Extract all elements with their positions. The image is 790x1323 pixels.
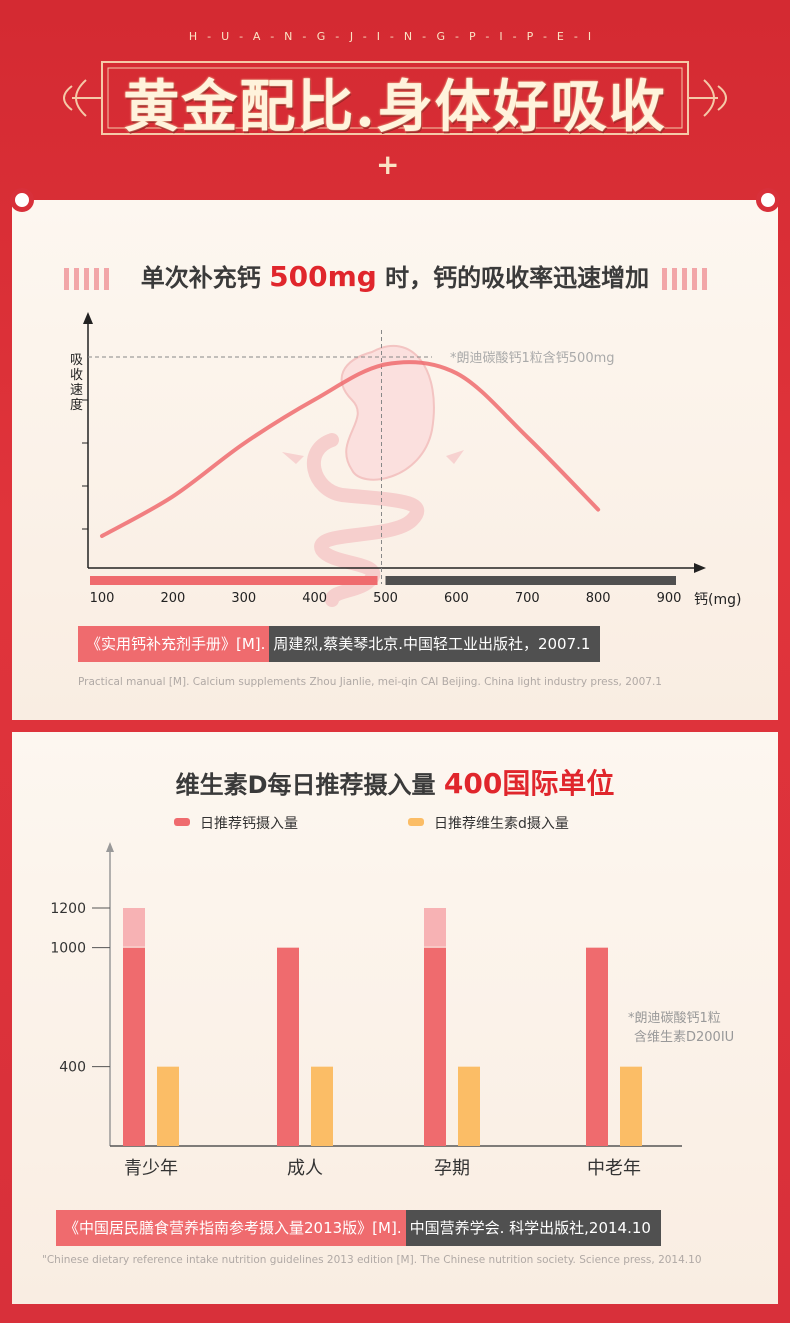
source2-title: 《中国居民膳食营养指南参考摄入量2013版》[M]. <box>56 1210 406 1246</box>
bar-calcium-high <box>424 908 446 947</box>
legend-swatch-0 <box>174 818 190 826</box>
source1-english: Practical manual [M]. Calcium supplement… <box>78 676 662 688</box>
section1-heading: 单次补充钙 500mg 时，钙的吸收率迅速增加 <box>140 260 650 293</box>
bar-vitamin-d <box>311 1066 333 1146</box>
legend-swatch-1 <box>408 818 424 826</box>
header: H-U-A-N-G-J-I-N-G-P-I-P-E-I 黄金配比.身体好吸收 + <box>0 0 790 200</box>
y-tick-label: 1200 <box>50 901 86 917</box>
bar-vitamin-d <box>157 1066 179 1146</box>
ring-right-icon <box>756 188 780 212</box>
section2-heading: 维生素D每日推荐摄入量 400国际单位 <box>175 767 615 800</box>
chart2-note-line2: 含维生素D200IU <box>634 1029 734 1045</box>
legend-label-0: 日推荐钙摄入量 <box>200 816 298 832</box>
x-tick-label: 300 <box>231 591 256 606</box>
range-bar-right <box>385 576 676 585</box>
x-axis-label: 钙(mg) <box>694 592 741 608</box>
stomach-body <box>340 345 435 481</box>
category-label: 成人 <box>287 1158 323 1179</box>
x-tick-label: 700 <box>515 591 540 606</box>
ring-left-icon <box>10 188 34 212</box>
bar-calcium <box>586 947 608 1146</box>
title-frame <box>63 61 727 135</box>
vitamin-d-panel: 维生素D每日推荐摄入量 400国际单位 日推荐钙摄入量 日推荐维生素d摄入量 400… <box>12 732 778 1304</box>
plus-icon: + <box>376 148 400 181</box>
x-tick-label: 800 <box>586 591 611 606</box>
source2-english: "Chinese dietary reference intake nutrit… <box>42 1254 702 1266</box>
source1-title: 《实用钙补充剂手册》[M]. <box>78 626 270 662</box>
absorption-chart: 吸收速度 *朗迪碳酸钙1粒含钙500mg 100 200 300 400 500 600 70… <box>70 312 741 608</box>
x-tick-label: 900 <box>657 591 682 606</box>
x-tick-label: 200 <box>160 591 185 606</box>
chart1-note: *朗迪碳酸钙1粒含钙500mg <box>450 350 615 366</box>
source1-bar: 《实用钙补充剂手册》[M]. 周建烈,蔡美琴北京.中国轻工业出版社，2007.1 <box>78 626 601 662</box>
y-axis-arrow-icon <box>106 842 114 852</box>
bar-calcium-high <box>123 908 145 947</box>
bar-calcium <box>123 947 145 1146</box>
source1-author: 周建烈,蔡美琴北京.中国轻工业出版社，2007.1 <box>269 626 601 662</box>
page-title: 黄金配比.身体好吸收 <box>123 74 667 140</box>
legend-label-1: 日推荐维生素d摄入量 <box>434 816 569 832</box>
bar-vitamin-d <box>458 1066 480 1146</box>
category-label: 中老年 <box>587 1158 641 1179</box>
y-axis-arrow-icon <box>83 312 93 324</box>
arrow-left-icon <box>282 452 304 464</box>
source2-bar: 《中国居民膳食营养指南参考摄入量2013版》[M]. 中国营养学会. 科学出版社,… <box>56 1210 661 1246</box>
x-tick-label: 100 <box>90 591 115 606</box>
stomach-icon <box>282 345 464 607</box>
arrow-right-icon <box>446 450 464 464</box>
x-axis-arrow-icon <box>694 563 706 573</box>
category-label: 孕期 <box>434 1158 470 1179</box>
category-label: 青少年 <box>124 1158 178 1179</box>
stripes-left-icon <box>64 268 126 290</box>
range-bar-left <box>90 576 378 585</box>
stripes-right-icon <box>662 268 724 290</box>
intake-chart: 日推荐钙摄入量 日推荐维生素d摄入量 400 1000 1200 青少年 成人 孕期 中老年 *朗… <box>50 816 734 1179</box>
y-axis-label: 吸收速度 <box>70 353 83 413</box>
pinyin-subtitle: H-U-A-N-G-J-I-N-G-P-I-P-E-I <box>188 30 602 43</box>
y-tick-label: 400 <box>59 1060 86 1076</box>
x-tick-label: 400 <box>302 591 327 606</box>
x-tick-label: 500 <box>373 591 398 606</box>
absorption-panel: 单次补充钙 500mg 时，钙的吸收率迅速增加 吸收速度 *朗迪碳酸钙1粒含钙50… <box>10 188 780 720</box>
chart2-note-line1: *朗迪碳酸钙1粒 <box>628 1011 721 1026</box>
x-tick-label: 600 <box>444 591 469 606</box>
y-tick-label: 1000 <box>50 941 86 957</box>
bar-vitamin-d <box>620 1066 642 1146</box>
bar-calcium <box>424 947 446 1146</box>
source2-author: 中国营养学会. 科学出版社,2014.10 <box>405 1210 661 1246</box>
bar-calcium <box>277 947 299 1146</box>
